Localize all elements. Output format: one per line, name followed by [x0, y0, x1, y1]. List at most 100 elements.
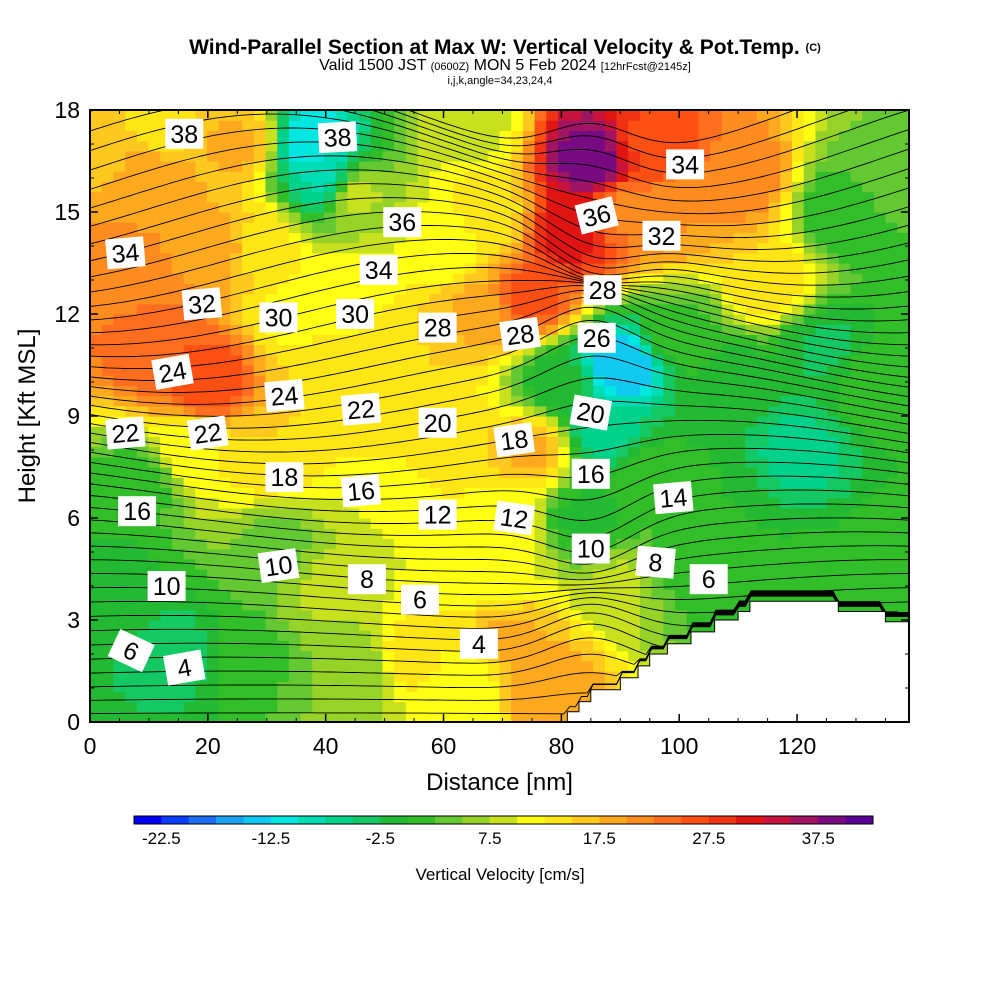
- velocity-cell: [663, 120, 676, 131]
- velocity-cell: [394, 273, 407, 284]
- velocity-cell: [230, 283, 243, 295]
- velocity-cell: [721, 191, 735, 203]
- velocity-cell: [394, 691, 407, 703]
- velocity-cell: [90, 303, 103, 315]
- velocity-cell: [499, 130, 512, 142]
- contour-label-box: [264, 379, 305, 413]
- velocity-cell: [300, 181, 313, 193]
- velocity-cell: [487, 456, 501, 468]
- velocity-cell: [277, 150, 290, 162]
- velocity-cell: [277, 518, 290, 529]
- velocity-cell: [207, 252, 220, 264]
- velocity-cell: [581, 314, 594, 325]
- velocity-cell: [335, 344, 348, 356]
- velocity-cell: [873, 538, 887, 550]
- contour-label-text: 34: [110, 239, 140, 269]
- velocity-cell: [382, 650, 395, 662]
- velocity-cell: [487, 416, 501, 427]
- velocity-cell: [698, 528, 711, 539]
- velocity-cell: [756, 426, 770, 437]
- velocity-cell: [359, 528, 372, 539]
- velocity-cell: [253, 416, 267, 427]
- velocity-cell: [686, 242, 699, 254]
- velocity-cell: [218, 161, 231, 172]
- velocity-cell: [745, 201, 758, 213]
- velocity-cell: [370, 232, 384, 244]
- velocity-cell: [499, 212, 512, 223]
- velocity-cell: [242, 416, 255, 427]
- velocity-cell: [324, 456, 337, 468]
- velocity-cell: [487, 405, 501, 417]
- velocity-cell: [850, 579, 863, 590]
- velocity-cell: [511, 252, 524, 264]
- velocity-cell: [558, 681, 571, 692]
- velocity-cell: [862, 181, 875, 193]
- velocity-cell: [429, 232, 442, 244]
- velocity-cell: [698, 273, 711, 284]
- contour-label-box: [259, 302, 298, 333]
- velocity-cell: [733, 446, 746, 458]
- velocity-cell: [136, 589, 150, 601]
- velocity-cell: [136, 691, 150, 703]
- colorbar-swatch: [790, 816, 819, 824]
- velocity-cell: [277, 242, 290, 254]
- velocity-cell: [148, 477, 161, 488]
- velocity-cell: [136, 303, 150, 315]
- velocity-cell: [136, 701, 150, 713]
- velocity-cell: [862, 589, 875, 601]
- velocity-cell: [710, 303, 723, 315]
- velocity-cell: [347, 191, 360, 203]
- contour-label-box: [186, 415, 229, 451]
- velocity-cell: [101, 711, 114, 722]
- velocity-cell: [195, 630, 208, 641]
- velocity-cell: [312, 528, 325, 539]
- velocity-cell: [464, 701, 477, 713]
- velocity-cell: [195, 497, 208, 509]
- velocity-cell: [265, 456, 278, 468]
- title-block: Wind-Parallel Section at Max W: Vertical…: [0, 36, 1000, 87]
- velocity-cell: [675, 354, 688, 366]
- velocity-cell: [464, 273, 477, 284]
- velocity-cell: [183, 283, 196, 295]
- velocity-cell: [218, 497, 231, 509]
- velocity-cell: [405, 140, 419, 152]
- velocity-cell: [113, 599, 126, 611]
- colorbar-swatch: [380, 816, 409, 824]
- velocity-cell: [417, 242, 430, 254]
- velocity-cell: [815, 130, 828, 142]
- velocity-cell: [312, 252, 325, 264]
- velocity-cell: [534, 599, 547, 611]
- velocity-cell: [207, 191, 220, 203]
- velocity-cell: [792, 201, 805, 213]
- velocity-cell: [207, 681, 220, 692]
- velocity-cell: [277, 599, 290, 611]
- velocity-cell: [792, 150, 805, 162]
- velocity-cell: [441, 538, 454, 550]
- contour-label-box: [689, 564, 728, 595]
- velocity-cell: [183, 110, 196, 121]
- velocity-cell: [242, 599, 255, 611]
- colorbar-swatch: [544, 816, 573, 824]
- velocity-cell: [710, 273, 723, 284]
- colorbar-swatch: [681, 816, 710, 824]
- velocity-cell: [195, 242, 208, 254]
- velocity-cell: [733, 293, 746, 305]
- velocity-cell: [862, 273, 875, 284]
- velocity-cell: [850, 354, 863, 366]
- velocity-cell: [370, 314, 384, 325]
- velocity-cell: [394, 140, 407, 152]
- velocity-cell: [195, 273, 208, 284]
- velocity-cell: [534, 518, 547, 529]
- velocity-cell: [534, 528, 547, 539]
- velocity-cell: [312, 620, 325, 631]
- velocity-cell: [534, 130, 547, 142]
- velocity-cell: [242, 130, 255, 142]
- velocity-cell: [441, 222, 454, 233]
- velocity-cell: [113, 314, 126, 325]
- velocity-cell: [347, 599, 360, 611]
- velocity-cell: [569, 181, 582, 193]
- velocity-cell: [792, 507, 805, 519]
- velocity-cell: [370, 467, 384, 478]
- velocity-cell: [394, 711, 407, 722]
- velocity-cell: [370, 650, 384, 662]
